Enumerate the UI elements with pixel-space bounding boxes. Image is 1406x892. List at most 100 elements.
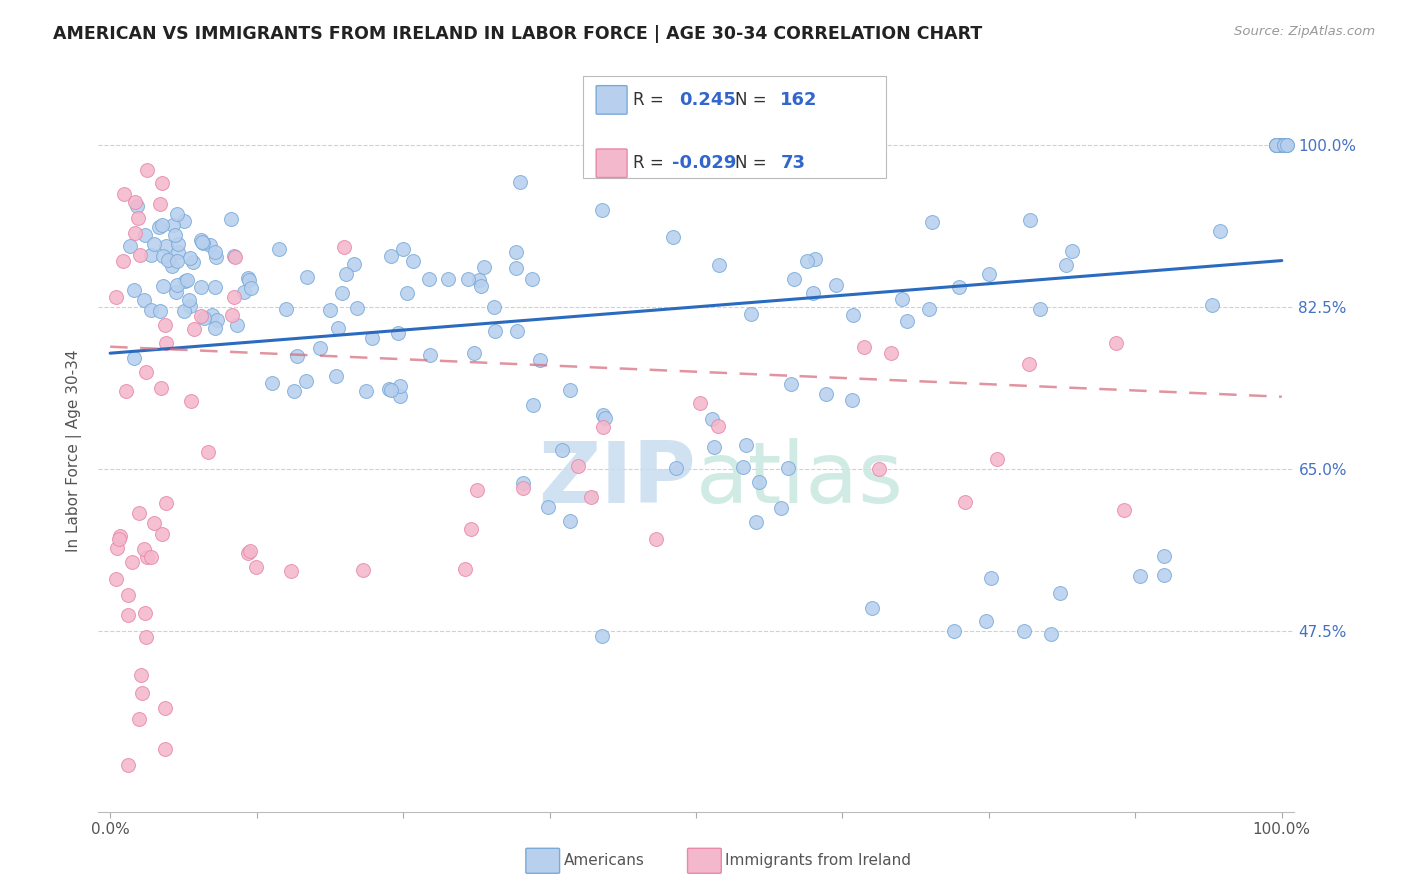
- Text: ZIP: ZIP: [538, 438, 696, 521]
- Point: [814, 387, 837, 401]
- Point: [536, 500, 558, 515]
- Point: [1018, 357, 1040, 371]
- Text: atlas: atlas: [696, 438, 904, 521]
- Point: [118, 238, 141, 252]
- Point: [783, 272, 806, 286]
- Point: [1129, 568, 1152, 582]
- Point: [1265, 137, 1288, 152]
- Point: [522, 271, 544, 285]
- Point: [579, 490, 602, 504]
- Point: [238, 273, 260, 287]
- Point: [124, 194, 146, 209]
- Point: [136, 163, 159, 178]
- Point: [953, 494, 976, 508]
- Point: [131, 668, 153, 682]
- Point: [117, 608, 139, 623]
- Point: [860, 601, 883, 615]
- Point: [204, 280, 226, 294]
- Point: [150, 527, 173, 541]
- Point: [460, 522, 482, 536]
- Point: [418, 271, 440, 285]
- Point: [193, 235, 215, 250]
- Point: [330, 286, 353, 301]
- Point: [484, 324, 506, 338]
- Point: [1209, 224, 1232, 238]
- Text: N =: N =: [735, 154, 766, 172]
- Point: [167, 244, 190, 259]
- Point: [224, 290, 246, 304]
- Point: [180, 394, 202, 409]
- Point: [190, 309, 212, 323]
- Point: [841, 393, 863, 408]
- Point: [122, 283, 145, 297]
- Point: [1275, 137, 1298, 152]
- Point: [703, 440, 725, 454]
- Point: [482, 300, 505, 314]
- Point: [801, 285, 824, 300]
- Point: [748, 475, 770, 489]
- Point: [1265, 137, 1288, 152]
- Point: [1112, 503, 1135, 517]
- Point: [709, 258, 731, 272]
- Point: [135, 365, 157, 379]
- Point: [110, 529, 132, 543]
- Point: [221, 212, 243, 227]
- Point: [463, 346, 485, 360]
- Point: [506, 324, 529, 338]
- Point: [143, 516, 166, 531]
- Point: [181, 255, 204, 269]
- Point: [150, 177, 173, 191]
- Point: [1267, 137, 1289, 152]
- Point: [1012, 624, 1035, 639]
- Point: [706, 418, 728, 433]
- Point: [136, 550, 159, 565]
- Point: [128, 248, 150, 262]
- Point: [467, 483, 489, 497]
- Point: [166, 278, 188, 293]
- Point: [1201, 298, 1223, 312]
- Point: [1272, 137, 1295, 152]
- Point: [239, 544, 262, 558]
- Point: [1153, 549, 1175, 563]
- Point: [512, 476, 534, 491]
- Point: [1267, 137, 1289, 152]
- Point: [740, 307, 762, 321]
- Point: [204, 321, 226, 335]
- Point: [868, 462, 890, 476]
- Point: [1265, 137, 1288, 152]
- Point: [700, 412, 723, 426]
- Point: [238, 271, 260, 285]
- Point: [295, 269, 318, 284]
- Text: 73: 73: [780, 154, 806, 172]
- Point: [645, 532, 668, 546]
- Point: [166, 253, 188, 268]
- Point: [896, 314, 918, 328]
- Point: [1039, 627, 1062, 641]
- Point: [153, 742, 176, 756]
- Point: [419, 348, 441, 362]
- Point: [454, 562, 477, 576]
- Point: [472, 260, 495, 275]
- Point: [165, 285, 187, 299]
- Point: [226, 318, 249, 332]
- Point: [128, 712, 150, 726]
- Point: [274, 302, 297, 317]
- Point: [974, 615, 997, 629]
- Point: [880, 345, 903, 359]
- Point: [280, 564, 302, 578]
- Point: [105, 541, 128, 556]
- Text: R =: R =: [633, 91, 664, 109]
- Point: [155, 239, 177, 253]
- Text: AMERICAN VS IMMIGRANTS FROM IRELAND IN LABOR FORCE | AGE 30-34 CORRELATION CHART: AMERICAN VS IMMIGRANTS FROM IRELAND IN L…: [53, 25, 983, 43]
- Point: [592, 420, 614, 434]
- Point: [1105, 336, 1128, 351]
- Point: [162, 218, 184, 232]
- Point: [155, 496, 177, 510]
- Point: [122, 351, 145, 365]
- Point: [134, 607, 156, 621]
- Point: [803, 252, 825, 266]
- Point: [285, 350, 308, 364]
- Point: [689, 396, 711, 410]
- Point: [512, 481, 534, 495]
- Point: [148, 219, 170, 234]
